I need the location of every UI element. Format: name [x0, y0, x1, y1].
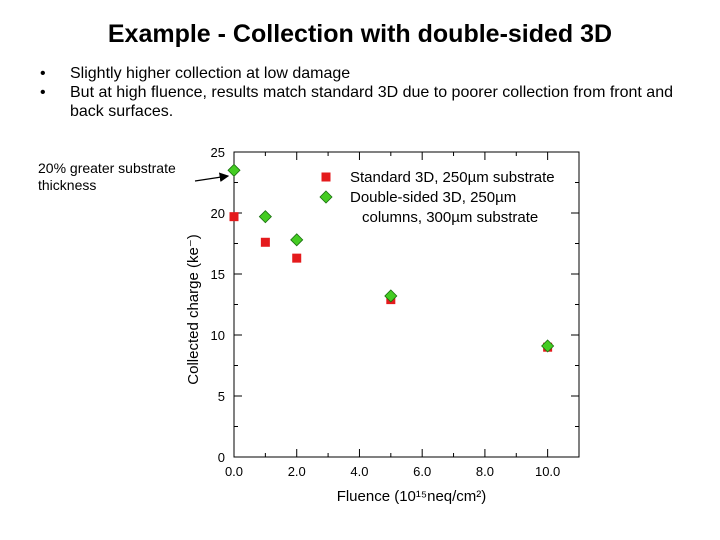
slide-title: Example - Collection with double-sided 3…	[107, 20, 613, 48]
y-tick-label: 25	[211, 145, 225, 160]
bullet-list: Slightly higher collection at low damage…	[40, 64, 700, 121]
data-point-series-1	[541, 339, 555, 353]
y-tick-label: 0	[218, 450, 225, 465]
legend-label: Standard 3D, 250µm substrate	[350, 169, 555, 186]
x-tick-label: 0.0	[225, 464, 243, 479]
data-point-series-0	[292, 253, 302, 263]
y-tick-label: 5	[218, 389, 225, 404]
x-tick-label: 4.0	[350, 464, 368, 479]
x-tick-label: 10.0	[535, 464, 560, 479]
y-tick-label: 20	[211, 206, 225, 221]
x-tick-label: 8.0	[476, 464, 494, 479]
legend-marker	[321, 172, 331, 182]
data-point-series-1	[258, 210, 272, 224]
bullet-item: But at high fluence, results match stand…	[40, 83, 700, 121]
y-tick-label: 10	[211, 328, 225, 343]
data-point-series-1	[227, 163, 241, 177]
callout-arrow	[194, 172, 230, 183]
data-point-series-0	[229, 212, 239, 222]
x-axis-label: Fluence (10¹⁵neq/cm²)	[337, 488, 487, 505]
x-tick-label: 2.0	[288, 464, 306, 479]
data-point-series-1	[290, 233, 304, 247]
y-axis-label: Collected charge (ke⁻)	[185, 234, 202, 384]
bullet-item: Slightly higher collection at low damage	[40, 64, 700, 83]
legend-marker	[319, 190, 333, 204]
x-tick-label: 6.0	[413, 464, 431, 479]
data-point-series-1	[384, 289, 398, 303]
callout-label: 20% greater substrate thickness	[38, 160, 176, 193]
y-tick-label: 15	[211, 267, 225, 282]
data-point-series-0	[260, 237, 270, 247]
legend-label: Double-sided 3D, 250µm columns, 300µm sub…	[350, 189, 538, 226]
